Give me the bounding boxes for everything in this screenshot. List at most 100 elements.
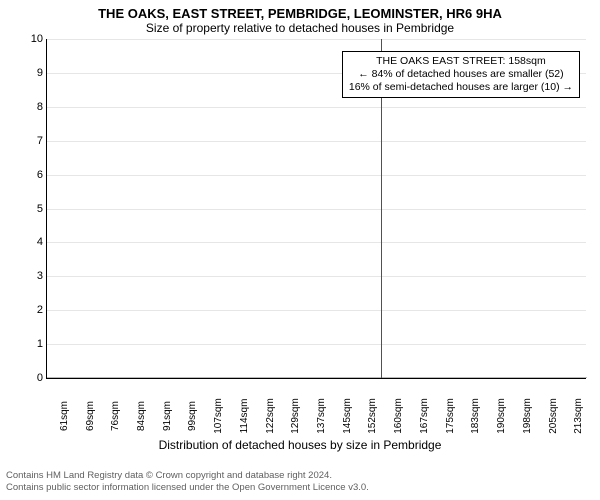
gridline [47, 107, 586, 108]
x-tick-label: 99sqm [187, 401, 198, 431]
x-tick-label: 198sqm [522, 398, 533, 434]
bar [304, 377, 331, 378]
x-tick-cell: 69sqm [72, 384, 98, 434]
bar [509, 377, 536, 378]
x-tick-cell: 84sqm [123, 384, 149, 434]
y-tick: 3 [23, 270, 43, 282]
bar-column [98, 377, 124, 378]
x-tick-label: 183sqm [470, 398, 481, 434]
bar-column [355, 377, 381, 378]
x-tick-cell: 167sqm [406, 384, 432, 434]
x-tick-cell: 205sqm [535, 384, 561, 434]
page-title: THE OAKS, EAST STREET, PEMBRIDGE, LEOMIN… [0, 0, 600, 21]
footer-line-1: Contains HM Land Registry data © Crown c… [6, 470, 369, 482]
y-tick: 4 [23, 236, 43, 248]
bar [355, 377, 382, 378]
bar [150, 377, 177, 378]
bar-column [278, 377, 304, 378]
x-tick-cell: 145sqm [329, 384, 355, 434]
bar [278, 377, 305, 378]
gridline [47, 310, 586, 311]
bar-column [252, 377, 278, 378]
bar [73, 377, 100, 378]
x-tick-cell: 91sqm [149, 384, 175, 434]
bar-column [406, 377, 432, 378]
bar [124, 377, 151, 378]
bar-column [509, 377, 535, 378]
bar-column [560, 377, 586, 378]
bar-column [535, 377, 561, 378]
x-tick-label: 205sqm [548, 398, 559, 434]
x-tick-label: 137sqm [316, 398, 327, 434]
x-tick-label: 152sqm [367, 398, 378, 434]
bar-column [175, 377, 201, 378]
y-tick: 2 [23, 304, 43, 316]
gridline [47, 39, 586, 40]
x-tick-cell: 198sqm [509, 384, 535, 434]
x-tick-label: 69sqm [85, 401, 96, 431]
x-axis-label: Distribution of detached houses by size … [0, 438, 600, 452]
bar [201, 377, 228, 378]
y-tick: 5 [23, 203, 43, 215]
x-tick-label: 107sqm [213, 398, 224, 434]
chart-area: THE OAKS EAST STREET: 158sqm ← 84% of de… [46, 39, 586, 379]
y-tick: 9 [23, 67, 43, 79]
x-tick-cell: 183sqm [458, 384, 484, 434]
bar [406, 377, 433, 378]
bar-column [201, 377, 227, 378]
bar [458, 377, 485, 378]
bar [252, 377, 279, 378]
x-tick-cell: 137sqm [303, 384, 329, 434]
annotation-line-3: 16% of semi-detached houses are larger (… [349, 81, 573, 94]
bar [98, 377, 125, 378]
x-tick-cell: 129sqm [277, 384, 303, 434]
x-tick-cell: 190sqm [483, 384, 509, 434]
x-tick-label: 129sqm [290, 398, 301, 434]
bar-column [304, 377, 330, 378]
y-tick: 6 [23, 169, 43, 181]
bar-column [458, 377, 484, 378]
bar [432, 377, 459, 378]
bar [47, 377, 74, 378]
annotation-line-1: THE OAKS EAST STREET: 158sqm [349, 55, 573, 68]
x-tick-cell: 122sqm [252, 384, 278, 434]
bar-column [150, 377, 176, 378]
annotation-line-2: ← 84% of detached houses are smaller (52… [349, 68, 573, 81]
bar [329, 377, 356, 378]
y-tick: 0 [23, 372, 43, 384]
x-tick-cell: 160sqm [380, 384, 406, 434]
bar [227, 377, 254, 378]
x-tick-cell: 175sqm [432, 384, 458, 434]
x-tick-cell: 61sqm [46, 384, 72, 434]
y-tick: 8 [23, 101, 43, 113]
bar [535, 377, 562, 378]
x-tick-label: 61sqm [59, 401, 70, 431]
x-tick-cell: 107sqm [200, 384, 226, 434]
bar [381, 377, 408, 378]
bar-column [124, 377, 150, 378]
x-tick-label: 91sqm [162, 401, 173, 431]
x-tick-label: 84sqm [136, 401, 147, 431]
gridline [47, 276, 586, 277]
x-tick-label: 175sqm [445, 398, 456, 434]
x-tick-cell: 99sqm [175, 384, 201, 434]
bar [483, 377, 510, 378]
annotation-box: THE OAKS EAST STREET: 158sqm ← 84% of de… [342, 51, 580, 98]
x-tick-label: 213sqm [573, 398, 584, 434]
x-tick-label: 160sqm [393, 398, 404, 434]
bar [175, 377, 202, 378]
x-tick-labels: 61sqm69sqm76sqm84sqm91sqm99sqm107sqm114s… [46, 384, 586, 434]
x-tick-label: 167sqm [419, 398, 430, 434]
y-tick: 1 [23, 338, 43, 350]
x-tick-label: 76sqm [110, 401, 121, 431]
x-tick-cell: 76sqm [97, 384, 123, 434]
gridline [47, 209, 586, 210]
bar-column [329, 377, 355, 378]
gridline [47, 242, 586, 243]
gridline [47, 175, 586, 176]
bar-column [227, 377, 253, 378]
x-tick-label: 122sqm [265, 398, 276, 434]
x-tick-cell: 213sqm [560, 384, 586, 434]
bar-column [47, 377, 73, 378]
gridline [47, 141, 586, 142]
